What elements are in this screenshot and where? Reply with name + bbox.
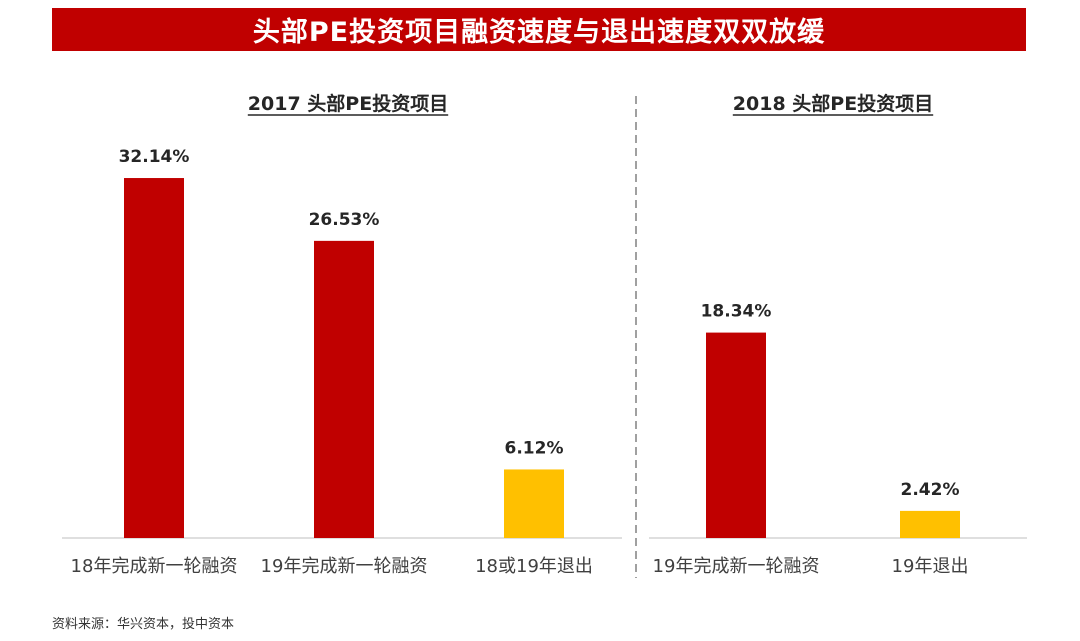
category-label-1-2: 19年完成新一轮融资 [261, 556, 428, 577]
bar-2-1 [706, 332, 766, 538]
data-label-1-3: 6.12% [505, 438, 564, 458]
data-label-1-1: 32.14% [119, 147, 190, 167]
bar-2-2 [900, 510, 960, 538]
chart-title-1: 2017 头部PE投资项目 [248, 92, 448, 115]
category-label-1-3: 18或19年退出 [475, 556, 593, 577]
bar-1-3 [504, 469, 564, 538]
bar-1-1 [124, 178, 184, 539]
title-banner: 头部PE投资项目融资速度与退出速度双双放缓 [52, 8, 1026, 51]
page-title: 头部PE投资项目融资速度与退出速度双双放缓 [252, 17, 826, 48]
data-label-1-2: 26.53% [309, 210, 380, 230]
category-label-2-1: 19年完成新一轮融资 [653, 556, 820, 577]
category-label-2-2: 19年退出 [892, 556, 969, 577]
bar-1-2 [314, 240, 374, 538]
data-label-2-1: 18.34% [701, 302, 772, 322]
data-label-2-2: 2.42% [901, 480, 960, 500]
source-note: 资料来源：华兴资本，投中资本 [52, 617, 235, 632]
chart-title-2: 2018 头部PE投资项目 [733, 92, 933, 115]
category-label-1-1: 18年完成新一轮融资 [71, 556, 238, 577]
